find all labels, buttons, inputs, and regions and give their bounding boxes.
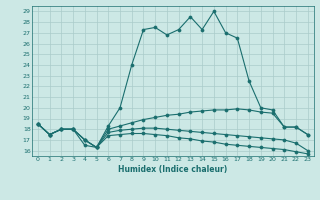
X-axis label: Humidex (Indice chaleur): Humidex (Indice chaleur) [118,165,228,174]
